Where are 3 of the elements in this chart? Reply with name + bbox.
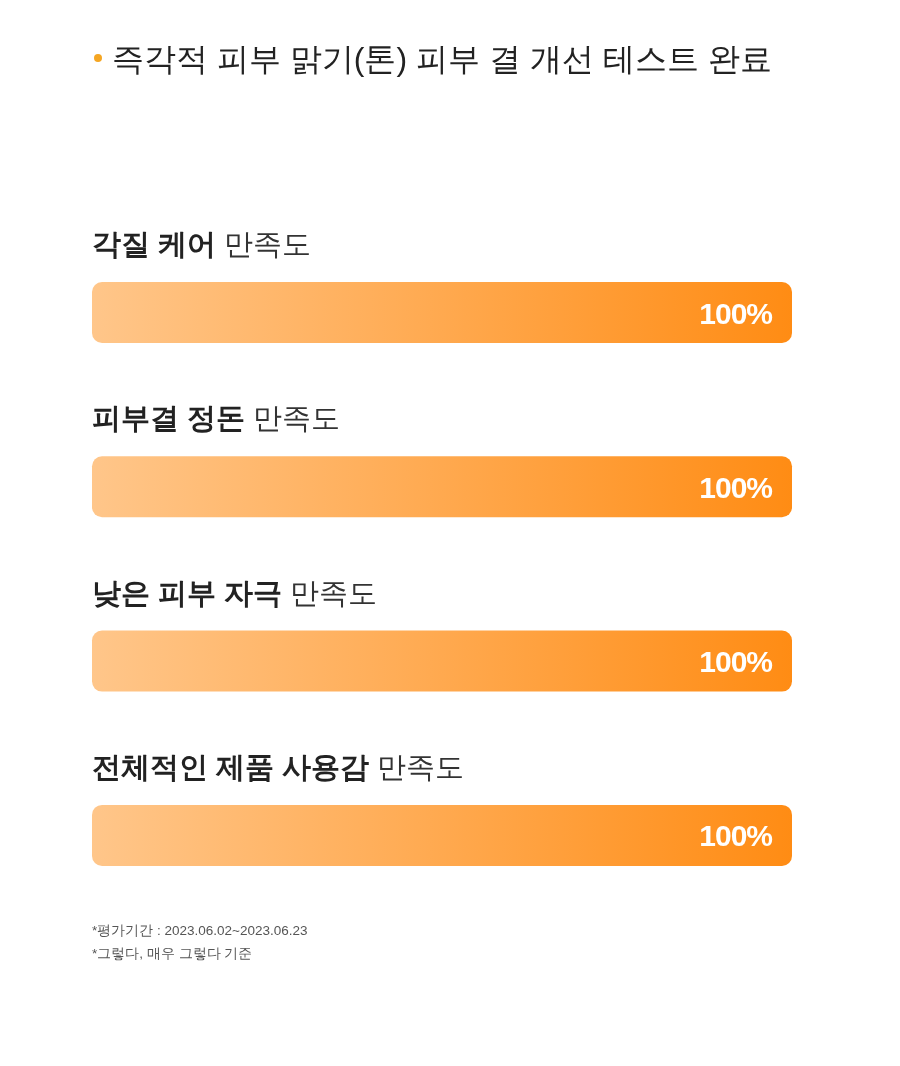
annotation: *평가기간 : 2023.06.02~2023.06.23 xyxy=(92,923,308,938)
annotation: *그렇다, 매우 그렇다 기준 xyxy=(92,945,253,961)
title: 즉각적 피부 맑기(톤) 피부 결 개선 테스트 완료 xyxy=(112,41,772,77)
